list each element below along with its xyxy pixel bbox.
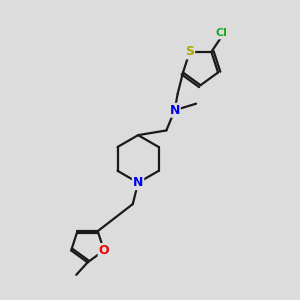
Text: N: N — [169, 104, 180, 117]
Text: S: S — [185, 45, 194, 58]
Text: O: O — [99, 244, 109, 257]
Text: N: N — [133, 176, 143, 189]
Text: Cl: Cl — [216, 28, 228, 38]
